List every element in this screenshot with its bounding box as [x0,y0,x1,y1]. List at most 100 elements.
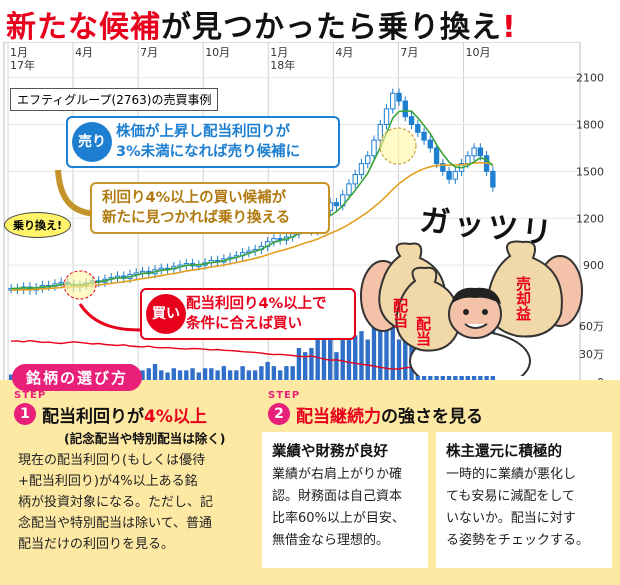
box2-title: 株主還元に積極的 [446,444,562,460]
volume-bar [184,370,189,382]
volume-bar [353,335,358,382]
volume-bar [309,347,314,382]
step2-box-performance: 業績や財務が良好 業績が右肩上がりか確 認。財務面は自己資本 比率60%以上が目… [262,432,428,568]
volume-bar [384,318,389,382]
candle-body [402,100,408,118]
swap-tag: 乗り換え! [4,212,72,238]
x-tick-label: 10月 [465,46,490,59]
headline: 新たな候補が見つかったら乗り換え! [6,2,517,46]
volume-bar [215,370,220,382]
price-tick-label: 1500 [576,165,604,178]
volume-bar [152,364,158,382]
box2-line: ても安易に減配をして [446,489,575,504]
volume-bar [171,368,176,382]
chart-title: エフティグループ(2763)の売買事例 [10,88,219,111]
volume-bar [246,370,252,382]
bag-left-label: 配当 [391,298,409,329]
panel-tab-title: 銘柄の選び方 [12,364,143,391]
sell-note-line1: 株価が上昇し配当利回りが [116,124,290,140]
step1-line: 配当だけの利回りを見る。 [18,537,175,552]
candle-body [390,92,396,110]
step1-label: STEP [14,390,47,401]
swap-note: 利回り4%以上の買い候補が 新たに見つかれば乗り換える [90,182,330,234]
candle-body [446,170,452,180]
candle-body [346,183,352,196]
buy-highlight [63,270,97,300]
volume-bar [146,368,151,382]
step1-line: 念配当や特別配当は除いて、普通 [18,516,212,531]
headline-part1: 新たな候補 [6,10,161,45]
volume-bar [265,361,270,382]
volume-bar [190,368,195,382]
volume-bar [371,318,377,382]
volume-bar [252,370,258,382]
volume-bar [259,366,264,382]
step1-heading: 配当利回りが4%以上 [42,402,207,427]
volume-bar [346,331,352,382]
step1-subheading: (記念配当や特別配当は除く) [64,431,226,446]
candle-body [421,131,427,141]
step1-body: 現在の配当利回り(もしくは優待 +配当利回り)が4%以上ある銘 柄が投資対象にな… [18,450,256,555]
buy-note-line1: 配当利回り4%以上で [186,296,327,312]
candle-body [365,155,371,165]
volume-bar [221,366,227,382]
step2-number: 2 [268,403,290,425]
candle-body [471,147,477,157]
volume-bar [271,366,277,382]
step1-heading-b: 4%以上 [144,407,207,427]
box1-line: 業績が右肩上がりか確 [272,467,403,482]
box1-line: 比率60%以上が目安、 [272,511,405,526]
bag-middle-label: 配当 [414,316,432,347]
volume-bar [8,374,14,382]
x-tick-label: 4月 [335,46,353,59]
headline-part3: ! [502,10,517,45]
candle-body [490,170,496,188]
candle-body [383,108,390,125]
step2-box-shareholder: 株主還元に積極的 一時的に業績が悪化し ても安易に減配をして いないか。配当に対… [436,432,612,568]
volume-bar [202,368,208,382]
swap-note-line1: 利回り4%以上の買い候補が [102,190,287,206]
step1-line: +配当利回り)が4%以上ある銘 [18,474,198,489]
volume-bar [334,352,339,382]
box1-line: 無借金なら理想的。 [272,533,390,548]
candle-body [58,281,64,285]
x-tick-label: 4月 [75,46,93,59]
box2-line: 一時的に業績が悪化し [446,467,577,482]
sell-highlight [379,127,417,165]
candle-body [352,174,358,185]
x-tick-label: 1月 [270,46,288,59]
x-tick-labels: 1月 4月 7月 10月 1月 4月 7月 10月 17年 18年 [10,46,490,72]
price-tick-label: 1200 [576,212,604,225]
step1-heading-a: 配当利回りが [42,407,144,427]
volume-bar [234,370,239,382]
x-tick-label: 10月 [205,46,230,59]
volume-bar [296,347,302,382]
candle-body [465,155,471,165]
step1-line: 現在の配当利回り(もしくは優待 [18,453,206,468]
sell-badge: 売り [72,122,112,162]
volume-tick-label: 30万 [579,348,604,361]
candle-body [415,124,421,133]
step1-number: 1 [14,403,36,425]
eye-left [463,309,469,315]
buy-badge: 買い [146,294,186,334]
volume-bar [365,339,370,382]
candle-body [377,124,383,141]
box1-title: 業績や財務が良好 [272,444,388,460]
price-tick-label: 1800 [576,119,604,132]
box2-body: 一時的に業績が悪化し ても安易に減配をして いないか。配当に対す る姿勢をチェッ… [446,464,589,552]
volume-bar [227,370,233,382]
volume-bar [159,370,164,382]
headline-part2: が見つかったら乗り換え [161,10,502,45]
box2-line: いないか。配当に対す [446,511,576,526]
eye-right [482,309,488,315]
volume-bar [315,335,320,382]
volume-bar [196,372,202,382]
candle-body [333,202,340,207]
box1-body: 業績が右肩上がりか確 認。財務面は自己資本 比率60%以上が目安、 無借金なら理… [272,464,405,552]
candle-body [440,163,446,172]
box1-line: 認。財務面は自己資本 [272,489,403,504]
volume-bar [302,352,308,382]
price-tick-label: 2100 [576,72,604,85]
volume-bar [390,318,395,382]
